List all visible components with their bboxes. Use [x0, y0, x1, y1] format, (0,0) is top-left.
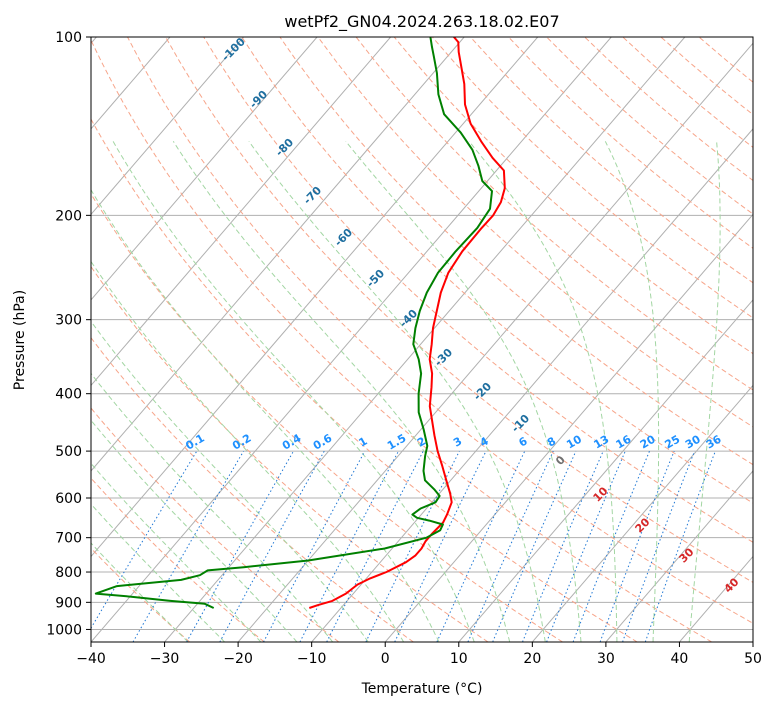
- dry-adiabat-line: [91, 265, 489, 642]
- y-tick-label: 800: [55, 565, 82, 581]
- isotherm-line: [91, 37, 244, 216]
- moist-adiabat-line: [688, 141, 721, 642]
- mixing-ratio-line: [522, 450, 604, 642]
- background-lines: [91, 37, 753, 642]
- x-tick-label: 10: [450, 651, 468, 667]
- mixing-ratio-line: [546, 450, 626, 642]
- temperature-line: [308, 37, 506, 609]
- isotherm-line: [91, 37, 392, 387]
- mixing-ratio-line: [599, 450, 675, 642]
- moist-adiabat-line: [112, 141, 475, 642]
- dry-adiabat-line: [165, 37, 753, 583]
- x-tick-label: 0: [381, 651, 390, 667]
- mixing-ratio-line: [622, 450, 696, 642]
- mixing-ratio-line: [572, 450, 650, 642]
- x-axis: −40 −30 −20 −10 0 10 20 30 40 50: [76, 642, 762, 667]
- isotherm-line: [164, 37, 686, 642]
- x-tick-label: 20: [523, 651, 541, 667]
- moist-adiabat-line: [91, 462, 262, 642]
- mixing-ratio-line: [326, 450, 424, 642]
- moist-adiabat-line: [468, 140, 618, 642]
- y-tick-label: 500: [55, 444, 82, 460]
- x-tick-label: −20: [223, 651, 253, 667]
- dry-adiabat-line: [91, 39, 713, 642]
- y-axis: 1000 900 800 700 600 500 400 300 200 100: [46, 30, 91, 638]
- isotherm-line: [91, 37, 539, 558]
- dry-adiabat-line: [241, 37, 753, 504]
- y-tick-label: 900: [55, 595, 82, 611]
- chart-title: wetPf2_GN04.2024.263.18.02.E07: [284, 12, 559, 32]
- y-tick-label: 700: [55, 531, 82, 547]
- moist-adiabat-line: [604, 141, 660, 642]
- x-tick-label: −40: [76, 651, 106, 667]
- isotherm-line: [384, 213, 753, 642]
- x-tick-label: 30: [597, 651, 615, 667]
- mixing-ratio-line: [219, 450, 325, 642]
- y-tick-label: 600: [55, 491, 82, 507]
- y-tick-label: 1000: [46, 622, 82, 638]
- moist-adiabat-line: [345, 140, 582, 642]
- isotherm-line: [458, 299, 753, 642]
- dry-adiabat-line: [393, 37, 753, 355]
- moist-adiabat-line: [91, 542, 189, 642]
- isotherm-line: [605, 470, 753, 642]
- moist-adiabat-line: [248, 141, 546, 642]
- x-tick-label: 50: [744, 651, 762, 667]
- mixing-ratio-line: [467, 450, 554, 642]
- x-tick-label: 40: [671, 651, 689, 667]
- isotherm-line: [531, 384, 753, 642]
- x-tick-label: −10: [297, 651, 327, 667]
- x-tick-label: −30: [150, 651, 180, 667]
- y-tick-label: 200: [55, 208, 82, 224]
- dry-adiabat-line: [470, 37, 753, 284]
- dry-adiabat-line: [91, 193, 563, 642]
- dry-adiabat-line: [91, 407, 340, 642]
- mixing-ratio-line: [492, 450, 577, 642]
- isotherm-line: [91, 37, 612, 642]
- profile-lines: [94, 37, 506, 609]
- dry-adiabat-line: [91, 336, 414, 642]
- mixing-ratio-line: [186, 450, 294, 642]
- mixing-ratio-line: [263, 450, 366, 642]
- plot-frame: [90, 36, 754, 643]
- dry-adiabat-line: [279, 37, 753, 466]
- dry-adiabat-line: [91, 118, 638, 642]
- isotherm-line: [237, 42, 753, 642]
- dry-adiabat-line: [127, 37, 753, 624]
- moist-adiabat-line: [172, 141, 511, 642]
- y-tick-label: 300: [55, 313, 82, 329]
- dry-adiabat-line: [203, 37, 753, 543]
- moist-adiabat-line: [91, 188, 440, 642]
- dry-adiabat-line: [91, 477, 265, 642]
- isotherm-line: [91, 37, 318, 301]
- x-axis-title: Temperature (°C): [361, 681, 483, 697]
- dry-adiabat-line: [355, 37, 753, 391]
- moist-adiabat-line: [91, 320, 369, 642]
- moist-adiabat-line: [91, 372, 334, 642]
- dewpoint-line: [94, 37, 493, 609]
- y-axis-title: Pressure (hPa): [12, 290, 28, 390]
- y-tick-label: 400: [55, 387, 82, 403]
- isotherm-line: [91, 37, 465, 472]
- y-tick-label: 100: [55, 30, 82, 46]
- mixing-ratio-line: [644, 450, 716, 642]
